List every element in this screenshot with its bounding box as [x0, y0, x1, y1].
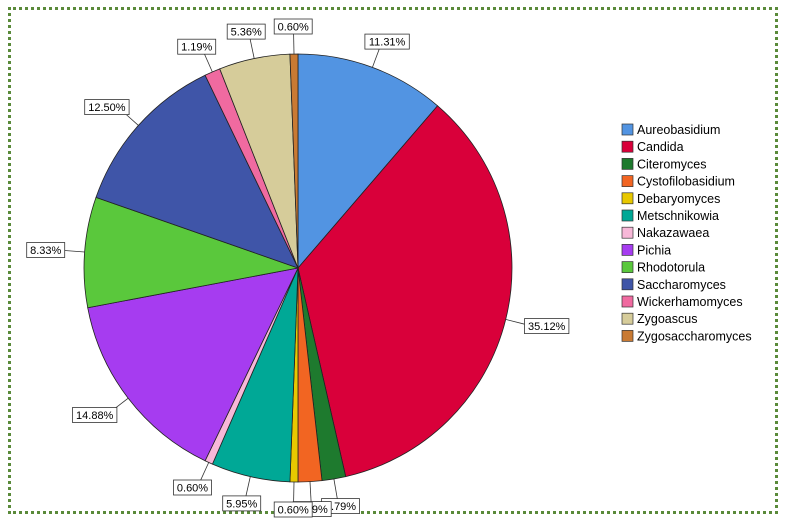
- legend-swatch-citeromyces: [621, 158, 634, 170]
- legend-label-wickerhamomyces: Wickerhamomyces: [637, 295, 743, 309]
- legend-label-nakazawaea: Nakazawaea: [637, 226, 709, 240]
- data-label-saccharomyces: 12.50%: [88, 102, 126, 114]
- legend-label-zygoascus: Zygoascus: [637, 312, 697, 326]
- legend-swatch-aureobasidium: [621, 123, 634, 136]
- legend-swatch-debaryomyces: [621, 192, 634, 205]
- data-label-zygosaccharomyces: 0.60%: [278, 22, 309, 34]
- leader-line-citeromyces: [333, 478, 338, 499]
- pie-slices: [83, 53, 513, 483]
- leader-line-nakazawaea: [200, 462, 210, 481]
- legend-label-aureobasidium: Aureobasidium: [637, 123, 720, 137]
- pie-slice-pichia: [87, 267, 299, 462]
- data-label-candida: 35.12%: [528, 321, 566, 333]
- leader-line-rhodotorula: [64, 250, 85, 253]
- data-label-pichia: 14.88%: [76, 410, 114, 422]
- data-label-box-pichia: [72, 407, 118, 423]
- data-label-box-saccharomyces: [84, 99, 130, 115]
- leader-line-zygoascus: [249, 38, 255, 59]
- legend-label-metschnikowia: Metschnikowia: [637, 209, 719, 223]
- legend-label-cystofilobasidium: Cystofilobasidium: [637, 175, 735, 189]
- legend-label-citeromyces: Citeromyces: [637, 157, 706, 171]
- legend-label-rhodotorula: Rhodotorula: [637, 261, 705, 275]
- legend: Aureobasidium Candida Citeromyces Cystofilo…: [621, 123, 752, 343]
- legend-swatch-cystofilobasidium: [621, 175, 634, 187]
- legend-label-pichia: Pichia: [637, 243, 671, 257]
- legend-swatch-candida: [621, 140, 634, 153]
- data-labels: 11.31%35.12%1.79%1.79%0.60%5.95%0.60%14.…: [26, 18, 570, 518]
- data-label-box-nakazawaea: [173, 479, 212, 496]
- legend-label-debaryomyces: Debaryomyces: [637, 192, 720, 206]
- leader-line-wickerhamomyces: [203, 53, 213, 73]
- pie-slice-aureobasidium: [297, 53, 439, 270]
- legend-label-candida: Candida: [637, 140, 684, 154]
- data-label-box-candida: [524, 318, 570, 335]
- pie-slice-zygosaccharomyces: [289, 53, 299, 269]
- legend-swatch-zygoascus: [621, 312, 634, 325]
- legend-swatch-zygosaccharomyces: [621, 330, 634, 342]
- data-label-box-zygosaccharomyces: [273, 18, 313, 35]
- data-label-wickerhamomyces: 1.19%: [181, 42, 212, 54]
- data-label-rhodotorula: 8.33%: [30, 245, 61, 257]
- legend-label-saccharomyces: Saccharomyces: [637, 278, 726, 292]
- data-label-nakazawaea: 0.60%: [177, 483, 208, 495]
- legend-swatch-nakazawaea: [621, 226, 634, 239]
- data-label-metschnikowia: 5.95%: [226, 498, 257, 510]
- data-label-citeromyces: 1.79%: [325, 501, 356, 513]
- legend-swatch-saccharomyces: [621, 278, 634, 291]
- legend-swatch-pichia: [621, 244, 634, 256]
- legend-swatch-rhodotorula: [621, 261, 634, 273]
- data-label-box-metschnikowia: [222, 495, 262, 512]
- data-label-box-debaryomyces: [273, 501, 313, 518]
- data-label-box-aureobasidium: [364, 33, 410, 50]
- data-label-zygoascus: 5.36%: [231, 27, 262, 39]
- legend-label-zygosaccharomyces: Zygosaccharomyces: [637, 329, 752, 343]
- data-label-box-wickerhamomyces: [177, 38, 217, 55]
- leader-line-metschnikowia: [245, 476, 251, 497]
- data-label-box-zygoascus: [226, 23, 266, 40]
- leader-line-aureobasidium: [372, 48, 380, 68]
- leader-line-cystofilobasidium: [309, 481, 312, 502]
- data-label-aureobasidium: 11.31%: [369, 37, 406, 49]
- pie-slice-candida: [297, 105, 513, 478]
- legend-swatch-metschnikowia: [621, 209, 634, 222]
- legend-swatch-wickerhamomyces: [621, 295, 634, 308]
- leader-line-candida: [505, 319, 526, 325]
- data-label-debaryomyces: 0.60%: [278, 505, 309, 517]
- data-label-box-rhodotorula: [26, 242, 66, 258]
- pie-slice-saccharomyces: [95, 74, 299, 269]
